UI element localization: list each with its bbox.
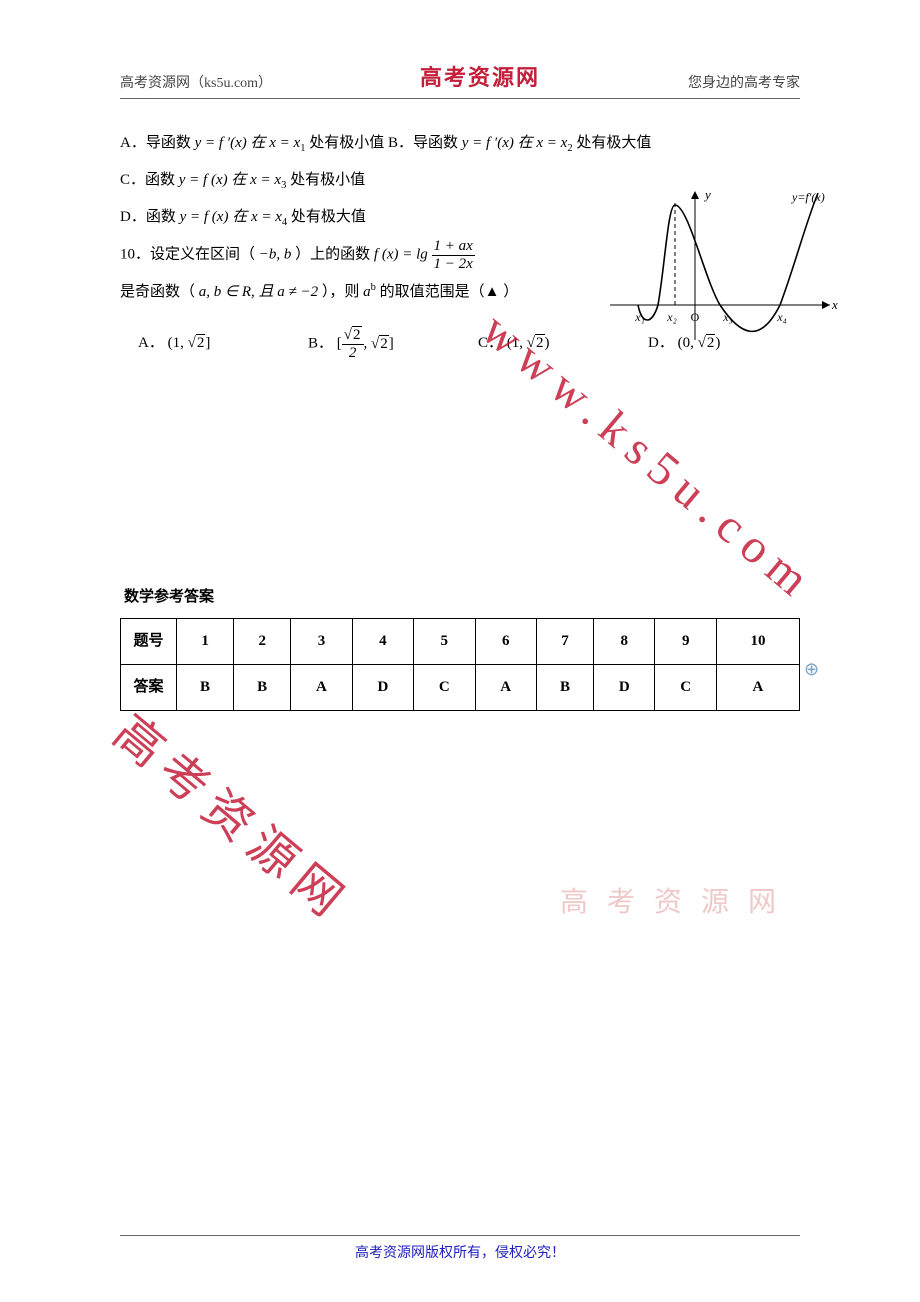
choice-A-suffix: 处有极小值 <box>309 135 384 151</box>
table-cell: B <box>536 665 593 711</box>
optC-pre: C． (1, <box>478 335 527 351</box>
page-header: 高考资源网（ks5u.com） 高考资源网 您身边的高考专家 <box>120 60 800 99</box>
watermark-light: 高 考 资 源 网 <box>560 880 782 920</box>
answers-row-numbers: 题号 1 2 3 4 5 6 7 8 9 10 <box>121 619 800 665</box>
answers-title: 数学参考答案 <box>120 581 800 614</box>
q10-fx: f (x) = lg <box>374 247 428 263</box>
table-cell: A <box>291 665 352 711</box>
table-cell: C <box>655 665 716 711</box>
choice-C-suffix: 处有极小值 <box>290 172 365 188</box>
table-cell: 2 <box>234 619 291 665</box>
answers-row-values: 答案 B B A D C A B D C A <box>121 665 800 711</box>
choice-C-sub: 3 <box>281 180 286 191</box>
optA-pre: A． (1, <box>138 335 188 351</box>
svg-text:x₁: x₁ <box>634 310 645 324</box>
table-cell: 1 <box>177 619 234 665</box>
table-cell: A <box>475 665 536 711</box>
optC-sqrt: 2 <box>527 327 545 360</box>
q10-l2-suffix: 的取值范围是（▲ ） <box>380 284 519 300</box>
watermark-cn: 高考资源网 <box>101 695 368 935</box>
svg-text:x: x <box>831 297 838 312</box>
optC-post: ) <box>545 335 550 351</box>
table-cell: 9 <box>655 619 716 665</box>
choice-C-prefix: C．函数 <box>120 172 179 188</box>
choice-A-B-line: A．导函数 y = f ′(x) 在 x = x1 处有极小值 B．导函数 y … <box>120 127 800 160</box>
choice-B-sub: 2 <box>567 143 572 154</box>
choice-B-at: 在 x = x <box>518 135 568 151</box>
header-left: 高考资源网（ks5u.com） <box>120 72 272 92</box>
choice-D-sub: 4 <box>282 217 287 228</box>
q10-fraction: 1 + ax 1 − 2x <box>432 238 475 272</box>
choice-D-at: 在 x = x <box>232 209 282 225</box>
table-cell: 5 <box>414 619 475 665</box>
table-cell: B <box>177 665 234 711</box>
q10-l2-prefix: 是奇函数（ <box>120 284 195 300</box>
table-cell: 3 <box>291 619 352 665</box>
svg-text:y=f′(x): y=f′(x) <box>791 190 825 204</box>
table-cell: 8 <box>594 619 655 665</box>
table-cell: A <box>716 665 799 711</box>
table-cell: 6 <box>475 619 536 665</box>
table-cell: D <box>352 665 413 711</box>
choice-B-prefix: B．导函数 <box>388 135 462 151</box>
answers-table: 题号 1 2 3 4 5 6 7 8 9 10 答案 B B A <box>120 618 800 711</box>
svg-text:x₄: x₄ <box>776 310 787 324</box>
graph-svg: x₁ x₂ Ox₃ x₄ y x y=f′(x) <box>610 185 840 355</box>
table-cell: D <box>594 665 655 711</box>
q10-line1: 10．设定义在区间（ −b, b ）上的函数 f (x) = lg 1 + ax… <box>120 238 540 272</box>
svg-text:x₃: x₃ <box>722 310 733 324</box>
row-label-q: 题号 <box>121 619 177 665</box>
header-center: 高考资源网 <box>420 60 540 92</box>
header-right: 您身边的高考专家 <box>688 72 800 92</box>
q10-expr: a <box>363 284 371 300</box>
choice-C-at: 在 x = x <box>231 172 281 188</box>
q10-l2-mid: ），则 <box>322 284 363 300</box>
choice-D-suffix: 处有极大值 <box>291 209 366 225</box>
svg-text:y: y <box>703 187 711 202</box>
q10-l2-cond: a, b ∈ R, 且 a ≠ −2 <box>199 284 318 300</box>
table-cell: B <box>234 665 291 711</box>
page-footer: 高考资源网版权所有，侵权必究！ <box>120 1235 800 1262</box>
q10-interval: −b, b <box>259 247 292 263</box>
derivative-graph: x₁ x₂ Ox₃ x₄ y x y=f′(x) <box>610 185 840 355</box>
option-A: A． (1, 2] <box>120 327 290 361</box>
optB-post: ] <box>389 336 394 352</box>
answers-wrap: 题号 1 2 3 4 5 6 7 8 9 10 答案 B B A <box>120 618 800 711</box>
choice-A-at: 在 x = x <box>250 135 300 151</box>
svg-text:O: O <box>691 310 700 324</box>
choice-D-eq: y = f (x) <box>180 209 229 225</box>
choice-C-eq: y = f (x) <box>179 172 228 188</box>
q10-mid: ）上的函数 <box>295 247 374 263</box>
q10-frac-den: 1 − 2x <box>432 256 475 273</box>
content-area: A．导函数 y = f ′(x) 在 x = x1 处有极小值 B．导函数 y … <box>120 127 800 711</box>
optB-sqrt2: 2 <box>371 328 389 361</box>
q10-expr-sup: b <box>371 282 376 293</box>
choice-B-eq: y = f ′(x) <box>462 135 514 151</box>
page: 高考资源网（ks5u.com） 高考资源网 您身边的高考专家 A．导函数 y =… <box>0 0 920 1302</box>
option-C: C． (1, 2) <box>460 327 630 361</box>
optA-sqrt: 2 <box>188 327 206 360</box>
choice-A-prefix: A．导函数 <box>120 135 195 151</box>
table-cell: 7 <box>536 619 593 665</box>
q10-line2: 是奇函数（ a, b ∈ R, 且 a ≠ −2 ），则 ab 的取值范围是（▲… <box>120 276 590 309</box>
choice-A-eq: y = f ′(x) <box>195 135 247 151</box>
table-cell: 10 <box>716 619 799 665</box>
q10-prefix: 10．设定义在区间（ <box>120 247 255 263</box>
row-label-a: 答案 <box>121 665 177 711</box>
table-cell: 4 <box>352 619 413 665</box>
optB-mid: , <box>364 336 372 352</box>
svg-text:x₂: x₂ <box>666 310 677 324</box>
choice-D-prefix: D．函数 <box>120 209 180 225</box>
optB-frac: 22 <box>342 327 364 361</box>
choice-B-suffix: 处有极大值 <box>576 135 651 151</box>
choice-A-sub: 1 <box>300 143 305 154</box>
q10-frac-num: 1 + ax <box>432 238 475 256</box>
optA-post: ] <box>205 335 210 351</box>
table-cell: C <box>414 665 475 711</box>
option-B: B． [22, 2] <box>290 327 460 361</box>
optB-pre: B． [ <box>308 336 342 352</box>
table-handle-icon: ⊕ <box>804 650 814 668</box>
